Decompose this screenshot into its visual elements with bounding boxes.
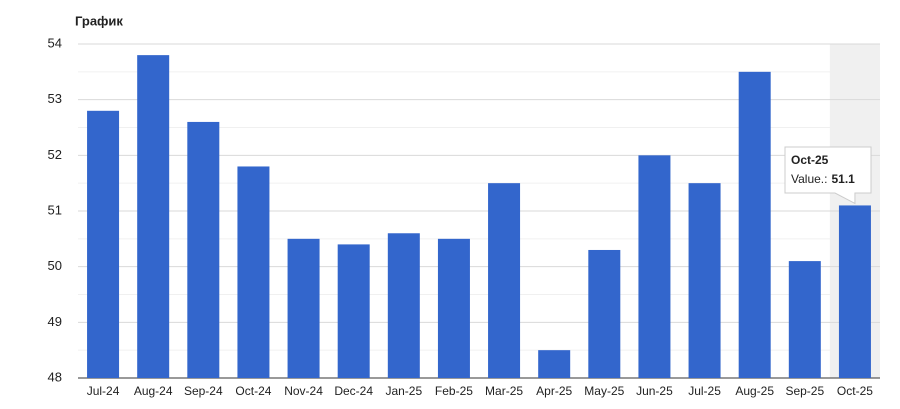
y-tick-label: 52 [48, 147, 62, 162]
chart-title: График [75, 13, 123, 28]
x-tick-label: Jul-25 [688, 384, 721, 398]
bar [538, 350, 571, 378]
bar [237, 166, 270, 378]
x-tick-label: Oct-24 [235, 384, 271, 398]
tooltip: Oct-25 Value.: 51.1 [784, 146, 872, 205]
x-tick-label: Feb-25 [435, 384, 473, 398]
bar [588, 249, 621, 378]
x-tick-label: Aug-24 [134, 384, 173, 398]
bar [488, 183, 521, 378]
bar [638, 155, 671, 378]
y-tick-label: 51 [48, 202, 62, 217]
bar [738, 71, 771, 378]
bar [187, 121, 220, 378]
x-tick-label: Sep-25 [785, 384, 824, 398]
x-tick-label: Jul-24 [87, 384, 120, 398]
x-tick-label: May-25 [584, 384, 624, 398]
x-tick-label: Dec-24 [334, 384, 373, 398]
x-tick-label: Apr-25 [536, 384, 572, 398]
bar [87, 110, 120, 379]
y-tick-label: 50 [48, 258, 62, 273]
x-tick-label: Oct-25 [837, 384, 873, 398]
tooltip-title: Oct-25 [791, 153, 829, 167]
bar [838, 205, 871, 378]
tooltip-value: Value.: 51.1 [791, 172, 855, 186]
y-tick-label: 53 [48, 91, 62, 106]
x-tick-label: Aug-25 [735, 384, 774, 398]
x-tick-label: Jan-25 [385, 384, 422, 398]
bar [387, 233, 420, 378]
bar [287, 238, 320, 378]
x-tick-label: Sep-24 [184, 384, 223, 398]
bar [137, 55, 170, 379]
bar [437, 238, 470, 378]
x-tick-label: Jun-25 [636, 384, 673, 398]
tooltip-box [784, 146, 872, 205]
bar [337, 244, 370, 378]
tooltip-label: Value.: [791, 172, 827, 186]
bar [688, 183, 721, 378]
y-tick-label: 54 [48, 35, 62, 50]
y-tick-label: 49 [48, 314, 62, 329]
bar [788, 261, 821, 378]
x-tick-label: Mar-25 [485, 384, 523, 398]
tooltip-number: 51.1 [831, 172, 855, 186]
x-tick-label: Nov-24 [284, 384, 323, 398]
y-tick-label: 48 [48, 369, 62, 384]
